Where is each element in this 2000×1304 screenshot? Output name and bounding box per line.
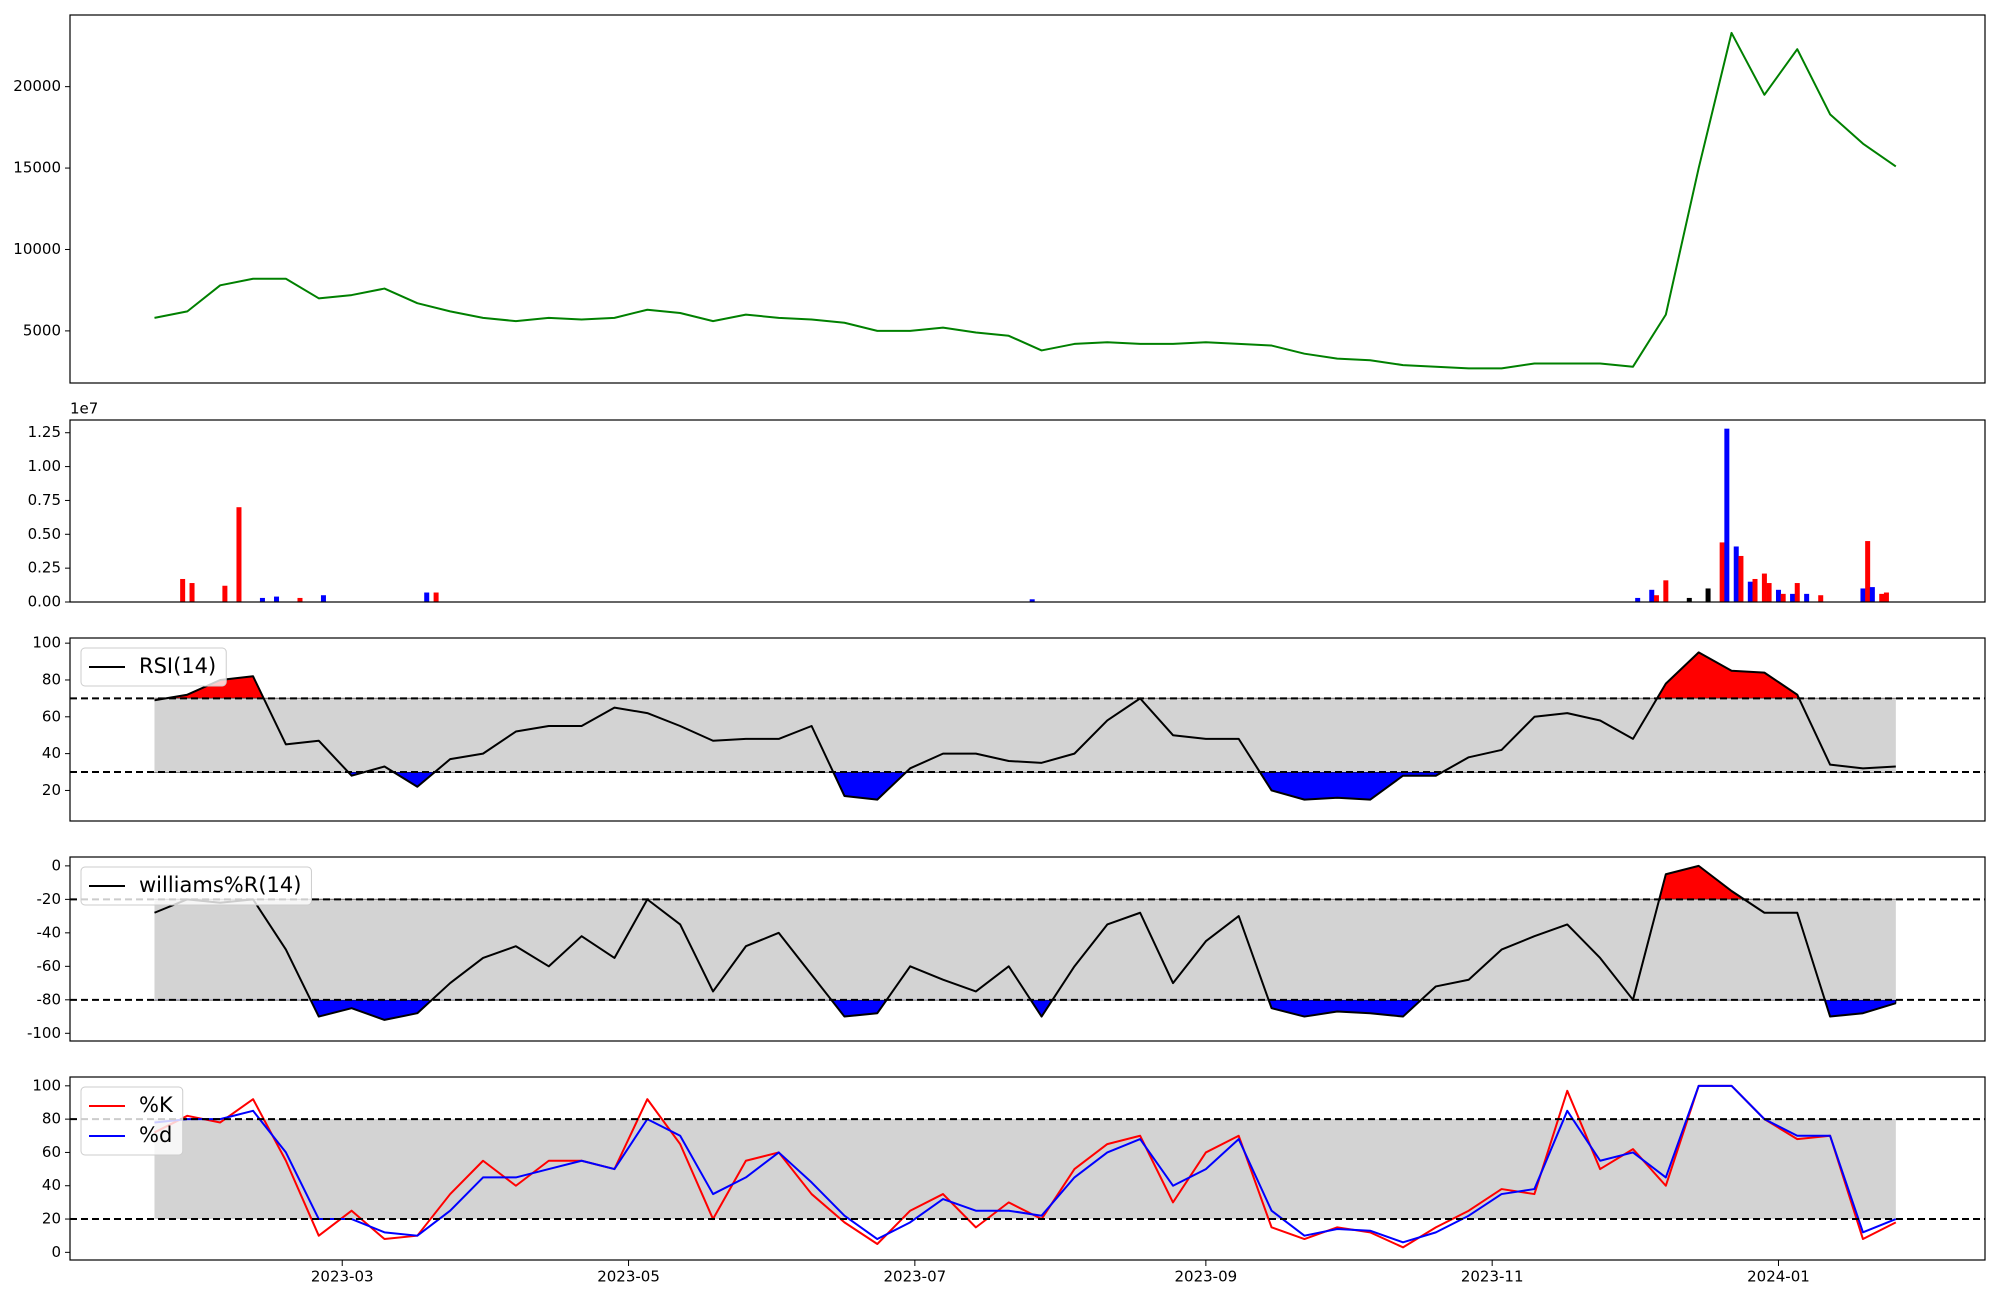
axes-frame — [69, 637, 1986, 822]
y-tick-label: 60 — [42, 1143, 61, 1161]
threshold-band — [154, 899, 1896, 1000]
y-tick-label: 20000 — [13, 77, 61, 95]
bar — [1804, 593, 1810, 602]
bar — [259, 597, 265, 602]
legend-label: williams%R(14) — [139, 873, 301, 897]
x-tick-label: 2023-05 — [597, 1268, 660, 1286]
axes-frame — [69, 856, 1986, 1042]
y-tick-label: -80 — [37, 990, 62, 1008]
legend-box — [80, 866, 312, 906]
line — [154, 651, 1896, 801]
y-tick-label: 100 — [32, 1076, 61, 1094]
y-tick-label: 5000 — [23, 321, 61, 339]
bar — [1794, 583, 1800, 602]
y-tick-label: 20 — [42, 1210, 61, 1228]
bar — [1766, 583, 1772, 602]
bar — [1649, 589, 1655, 602]
bar — [274, 596, 280, 602]
y-tick-label: 80 — [42, 1110, 61, 1128]
legend-label: %K — [139, 1093, 174, 1117]
x-tick-label: 2023-09 — [1175, 1268, 1238, 1286]
bar — [297, 597, 303, 602]
y-tick-label: 0.50 — [28, 525, 61, 543]
y-tick-label: 10000 — [13, 240, 61, 258]
bar — [1761, 573, 1767, 602]
y-tick-label: 0 — [51, 856, 61, 874]
bar — [1733, 546, 1739, 602]
y-tick-label: 100 — [32, 634, 61, 652]
line — [154, 1084, 1897, 1249]
axes-frame — [69, 419, 1986, 603]
line — [154, 1084, 1897, 1244]
bar — [180, 578, 186, 602]
bar — [189, 583, 195, 602]
bar — [1865, 541, 1871, 602]
panel: 0 20 40 60 80 100 2023-03 2023-05 2023-07 2023-09… — [32, 1076, 1986, 1286]
y-tick-label: 60 — [42, 707, 61, 725]
legend-label: %d — [139, 1123, 172, 1147]
y-tick-label: -60 — [37, 957, 62, 975]
threshold-band — [154, 1119, 1896, 1220]
panel: -100 -80 -60 -40 -20 0 williams%R(14) — [27, 856, 1986, 1042]
y-tick-label: 40 — [42, 1176, 61, 1194]
x-tick-label: 2023-07 — [884, 1268, 947, 1286]
y-tick-label: 80 — [42, 670, 61, 688]
bar — [1738, 555, 1744, 602]
bar — [1752, 578, 1758, 602]
bar — [236, 507, 242, 602]
bar — [1747, 581, 1753, 602]
bar — [1869, 587, 1875, 602]
y-tick-label: -20 — [37, 890, 62, 908]
y-tick-label: -40 — [37, 923, 62, 941]
oversold-fill — [153, 999, 1897, 1021]
bar — [1686, 597, 1692, 602]
legend-label: RSI(14) — [139, 654, 216, 678]
bar — [1663, 580, 1669, 602]
y-tick-label: 1.25 — [28, 423, 61, 441]
bar — [1818, 595, 1824, 602]
bar — [433, 592, 439, 602]
y-tick-label: 0 — [51, 1243, 61, 1261]
threshold-band — [154, 698, 1896, 773]
bar — [1775, 589, 1781, 602]
bar — [1705, 588, 1711, 602]
legend-box — [80, 647, 227, 687]
y-tick-label: 0.75 — [28, 491, 61, 509]
x-tick-label: 2023-03 — [311, 1268, 374, 1286]
bar — [320, 595, 326, 602]
y-tick-label: 1.00 — [28, 457, 61, 475]
bar — [1879, 593, 1885, 602]
bar — [1724, 428, 1730, 602]
bar — [1790, 593, 1796, 602]
line — [154, 864, 1897, 1021]
x-tick-label: 2024-01 — [1747, 1268, 1810, 1286]
bar — [424, 592, 430, 602]
y-tick-label: 0.00 — [28, 593, 61, 611]
bar — [1883, 592, 1889, 602]
y-tick-label: 15000 — [13, 159, 61, 177]
panel: 20 40 60 80 100 RSI(14) — [32, 634, 1986, 822]
bar — [1719, 542, 1725, 602]
bar — [1029, 599, 1035, 602]
x-tick-label: 2023-11 — [1461, 1268, 1524, 1286]
axes-frame — [69, 1076, 1986, 1261]
bar — [222, 585, 228, 602]
axes-frame — [69, 14, 1986, 384]
panel: 5000 10000 15000 20000 — [13, 14, 1986, 384]
line — [154, 31, 1897, 370]
y-tick-label: 0.25 — [28, 559, 61, 577]
bar — [1653, 595, 1659, 602]
bar — [1860, 588, 1866, 602]
bar — [1780, 593, 1786, 602]
y-tick-label: 40 — [42, 744, 61, 762]
panel: 0.00 0.25 0.50 0.75 1.00 1.25 1e7 — [28, 400, 1986, 611]
axis-offset-label: 1e7 — [70, 400, 98, 418]
y-tick-label: -100 — [27, 1024, 61, 1042]
legend-box — [80, 1086, 184, 1156]
y-tick-label: 20 — [42, 781, 61, 799]
bar — [1635, 597, 1641, 602]
